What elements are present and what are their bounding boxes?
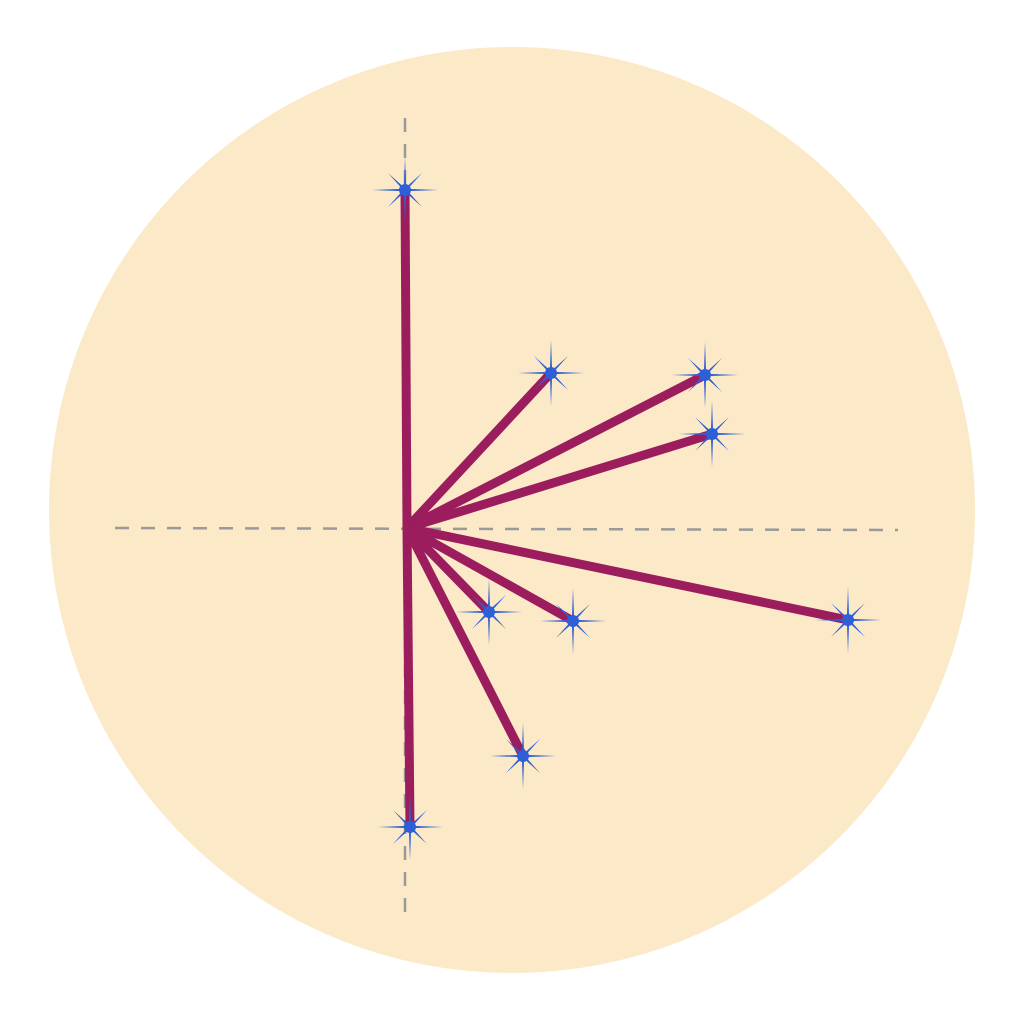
background-disc	[49, 47, 975, 973]
star-marker-icon	[456, 579, 522, 645]
star-marker-icon	[372, 157, 438, 223]
markers-group	[372, 157, 881, 860]
star-marker-icon	[679, 401, 745, 467]
star-marker-icon	[490, 723, 556, 789]
vector-4	[402, 429, 717, 533]
vectors-group	[400, 185, 853, 832]
vector-3	[402, 370, 710, 533]
star-marker-icon	[518, 340, 584, 406]
vector-8	[402, 523, 528, 761]
star-marker-icon	[672, 342, 738, 408]
vector-9	[402, 523, 415, 832]
star-marker-icon	[377, 794, 443, 860]
vector-6	[402, 523, 578, 626]
vector-5	[402, 523, 853, 625]
vector-2	[402, 368, 556, 533]
horizontal-axis	[114, 526, 899, 532]
star-marker-icon	[540, 588, 606, 654]
vector-1	[400, 185, 412, 533]
star-marker-icon	[815, 587, 881, 653]
